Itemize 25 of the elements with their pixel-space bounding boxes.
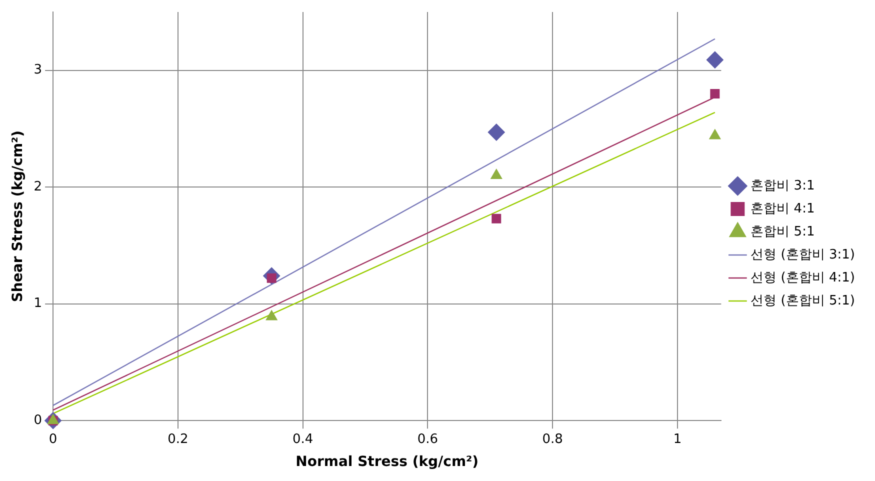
legend-label: 혼합비 3:1 (750, 178, 815, 194)
legend-label: 선형 (혼합비 3:1) (750, 247, 856, 262)
x-tick-label: 0.8 (542, 432, 563, 447)
x-tick-label: 1 (673, 432, 682, 447)
y-tick-label: 1 (34, 296, 42, 312)
x-tick-label: 0.2 (168, 432, 188, 447)
y-tick-label: 2 (34, 179, 42, 194)
point (266, 310, 278, 320)
point (709, 129, 721, 140)
legend-label: 혼합비 4:1 (750, 201, 815, 216)
x-tick-label: 0.6 (417, 432, 438, 447)
point (492, 214, 502, 224)
point (490, 168, 502, 179)
point (488, 124, 505, 141)
legend-label: 혼합비 5:1 (750, 224, 815, 240)
x-tick-label: 0 (48, 432, 58, 447)
y-tick-label: 0 (34, 412, 42, 428)
legend-label: 선형 (혼합비 5:1) (750, 293, 856, 308)
x-tick-label: 0.4 (292, 432, 314, 447)
legend-label: 선형 (혼합비 4:1) (750, 270, 856, 286)
point (710, 88, 720, 98)
x-axis-title: Normal Stress (kg/cm²) (296, 454, 479, 470)
y-tick-label: 3 (34, 62, 42, 78)
point (706, 51, 724, 68)
y-axis-title: Shear Stress (kg/cm²) (10, 130, 26, 302)
